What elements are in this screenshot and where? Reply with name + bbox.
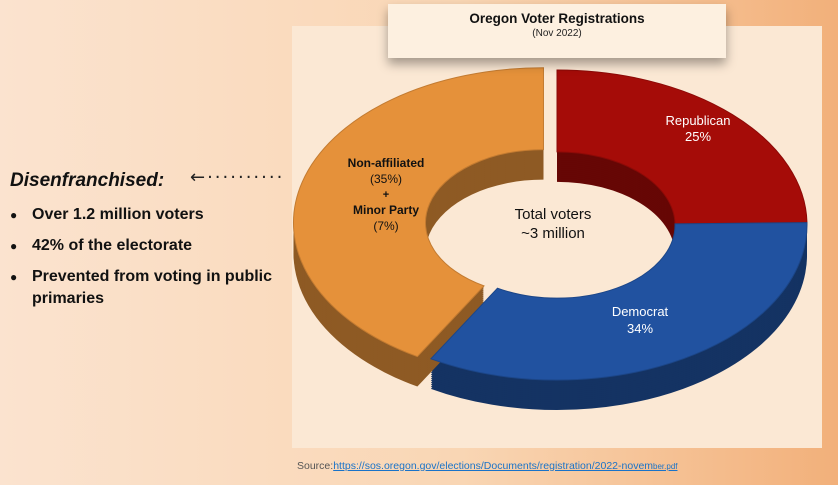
slice-label-democrat-value: 34% — [627, 321, 653, 336]
chart-title-box: Oregon Voter Registrations (Nov 2022) — [388, 4, 726, 58]
slice-label-nonaffiliated-2: + — [383, 189, 389, 201]
center-label-line1: Total voters — [515, 206, 592, 223]
disenfranchised-heading: Disenfranchised: — [10, 170, 165, 191]
chart-subtitle: (Nov 2022) — [532, 28, 582, 39]
bullet-item: 42% of the electorate — [10, 235, 280, 257]
bullet-item: Prevented from voting in public primarie… — [10, 266, 280, 310]
left-arrow-icon: ←·········· — [190, 167, 285, 188]
slice-label-nonaffiliated-4: (7%) — [373, 219, 398, 233]
source-link-tail[interactable]: ber.pdf — [653, 462, 678, 471]
bullet-list: Over 1.2 million voters 42% of the elect… — [10, 204, 280, 319]
donut-slice-1 — [429, 222, 808, 381]
source-prefix: Source: — [297, 460, 334, 472]
chart-title: Oregon Voter Registrations — [469, 11, 645, 26]
slice-label-democrat: Democrat — [612, 304, 669, 319]
slice-label-nonaffiliated-3: Minor Party — [353, 203, 419, 217]
donut-slice-2 — [292, 67, 544, 358]
slice-label-republican: Republican — [665, 113, 730, 128]
slice-label-republican-value: 25% — [685, 129, 711, 144]
donut-slice-0 — [556, 69, 808, 225]
bullet-item: Over 1.2 million voters — [10, 204, 280, 226]
slice-label-nonaffiliated-0: Non-affiliated — [348, 156, 425, 170]
center-label-line2: ~3 million — [521, 225, 585, 242]
source-link[interactable]: https://sos.oregon.gov/elections/Documen… — [333, 460, 654, 472]
source-note: Source:https://sos.oregon.gov/elections/… — [297, 460, 678, 472]
slice-label-nonaffiliated-1: (35%) — [370, 172, 402, 186]
